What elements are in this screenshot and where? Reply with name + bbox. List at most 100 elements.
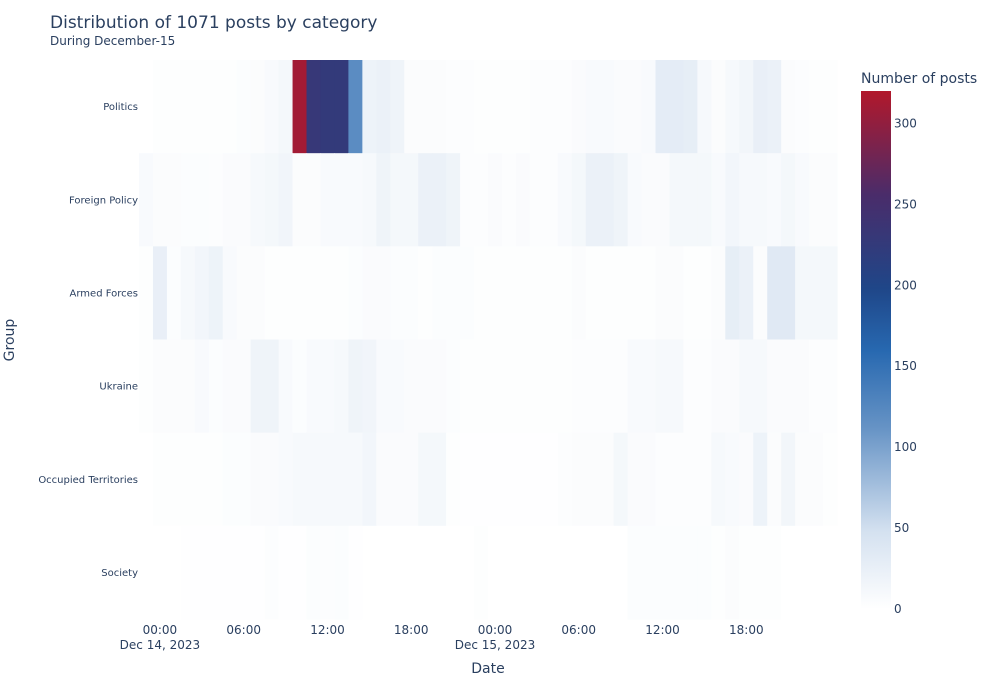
heatmap-cell bbox=[208, 339, 224, 434]
heatmap-cell bbox=[334, 432, 349, 527]
heatmap-cell bbox=[739, 525, 754, 620]
heatmap-cell bbox=[208, 60, 224, 154]
x-tick-label: 06:00 bbox=[226, 623, 261, 637]
heatmap-cell bbox=[250, 246, 266, 341]
x-axis-label: Date bbox=[471, 661, 505, 677]
heatmap-cell bbox=[809, 60, 824, 154]
heatmap-cell bbox=[781, 246, 796, 341]
heatmap-cell bbox=[152, 339, 168, 434]
heatmap-cell bbox=[515, 246, 531, 341]
heatmap-cell bbox=[543, 525, 559, 620]
heatmap-cell bbox=[292, 60, 308, 154]
heatmap-cell bbox=[795, 60, 810, 154]
heatmap-cell bbox=[697, 246, 712, 341]
heatmap-cell bbox=[613, 525, 629, 620]
heatmap-cell bbox=[571, 432, 587, 527]
heatmap-cell bbox=[823, 432, 838, 527]
heatmap-cell bbox=[404, 525, 419, 620]
heatmap-cell bbox=[501, 153, 517, 247]
heatmap-cell bbox=[166, 339, 182, 434]
heatmap-cell bbox=[627, 339, 643, 434]
heatmap-cell bbox=[208, 246, 224, 341]
heatmap-cell bbox=[613, 153, 629, 247]
y-tick-label: Foreign Policy bbox=[69, 195, 138, 206]
heatmap-cell bbox=[474, 525, 489, 620]
heatmap-cell bbox=[180, 153, 196, 247]
colorbar-tick-label: 200 bbox=[894, 278, 917, 292]
heatmap-cell bbox=[460, 339, 475, 434]
heatmap-cell bbox=[627, 432, 643, 527]
x-tick-label: 12:00 bbox=[645, 623, 680, 637]
heatmap-cell bbox=[152, 153, 168, 247]
heatmap-cell bbox=[376, 60, 391, 154]
heatmap-cell bbox=[348, 153, 363, 247]
heatmap-cell bbox=[725, 339, 740, 434]
heatmap-cell bbox=[599, 525, 615, 620]
heatmap-cell bbox=[781, 339, 796, 434]
heatmap-cell bbox=[753, 246, 768, 341]
heatmap-cell bbox=[655, 525, 671, 620]
heatmap-cell bbox=[767, 525, 782, 620]
heatmap-cell bbox=[823, 60, 838, 154]
heatmap-cell bbox=[739, 432, 754, 527]
heatmap-cell bbox=[599, 60, 615, 154]
colorbar bbox=[861, 91, 891, 609]
colorbar-tick-label: 50 bbox=[894, 521, 909, 535]
heatmap-cell bbox=[418, 153, 433, 247]
x-tick-label: 00:00 bbox=[478, 623, 513, 637]
heatmap-cell bbox=[194, 432, 210, 527]
heatmap-cell bbox=[139, 432, 154, 527]
heatmap-cell bbox=[474, 60, 489, 154]
heatmap-cell bbox=[404, 60, 419, 154]
heatmap-cell bbox=[711, 153, 726, 247]
heatmap-cell bbox=[208, 525, 224, 620]
heatmap-cell bbox=[543, 339, 559, 434]
heatmap-cell bbox=[501, 60, 517, 154]
heatmap-cell bbox=[376, 246, 391, 341]
heatmap-cell bbox=[823, 339, 838, 434]
heatmap-cell bbox=[501, 432, 517, 527]
heatmap-cell bbox=[753, 153, 768, 247]
heatmap-cell bbox=[795, 339, 810, 434]
heatmap-cell bbox=[641, 60, 657, 154]
heatmap-cell bbox=[557, 153, 573, 247]
heatmap-cell bbox=[585, 60, 601, 154]
heatmap-cell bbox=[571, 339, 587, 434]
heatmap-cell bbox=[781, 60, 796, 154]
heatmap-cell bbox=[180, 60, 196, 154]
heatmap-cell bbox=[753, 525, 768, 620]
heatmap-cell bbox=[250, 339, 266, 434]
x-tick-label: 00:00 bbox=[143, 623, 178, 637]
heatmap-cell bbox=[166, 525, 182, 620]
heatmap-cell bbox=[795, 525, 810, 620]
heatmap-cell bbox=[641, 153, 657, 247]
heatmap-cell bbox=[767, 246, 782, 341]
heatmap-cell bbox=[139, 60, 154, 154]
y-tick-label: Politics bbox=[103, 102, 138, 113]
heatmap-cell bbox=[404, 246, 419, 341]
heatmap-cell bbox=[418, 60, 433, 154]
x-tick-label: 18:00 bbox=[729, 623, 764, 637]
heatmap-cell bbox=[166, 246, 182, 341]
heatmap-cell bbox=[585, 339, 601, 434]
heatmap-cell bbox=[571, 153, 587, 247]
heatmap-cell bbox=[236, 525, 252, 620]
heatmap-cell bbox=[501, 339, 517, 434]
heatmap-cell bbox=[557, 432, 573, 527]
heatmap-cell bbox=[152, 525, 168, 620]
heatmap-cell bbox=[557, 60, 573, 154]
heatmap-cell bbox=[208, 432, 224, 527]
heatmap-cell bbox=[264, 153, 280, 247]
heatmap-cell bbox=[390, 339, 405, 434]
heatmap-cell bbox=[613, 339, 629, 434]
heatmap-cell bbox=[823, 153, 838, 247]
heatmap-cell bbox=[585, 525, 601, 620]
heatmap-cell bbox=[194, 525, 210, 620]
heatmap-cell bbox=[222, 432, 238, 527]
y-tick-label: Society bbox=[101, 568, 138, 579]
heatmap-cell bbox=[488, 246, 503, 341]
heatmap-cell bbox=[711, 246, 726, 341]
heatmap-cell bbox=[432, 339, 447, 434]
heatmap-cell bbox=[446, 246, 461, 341]
